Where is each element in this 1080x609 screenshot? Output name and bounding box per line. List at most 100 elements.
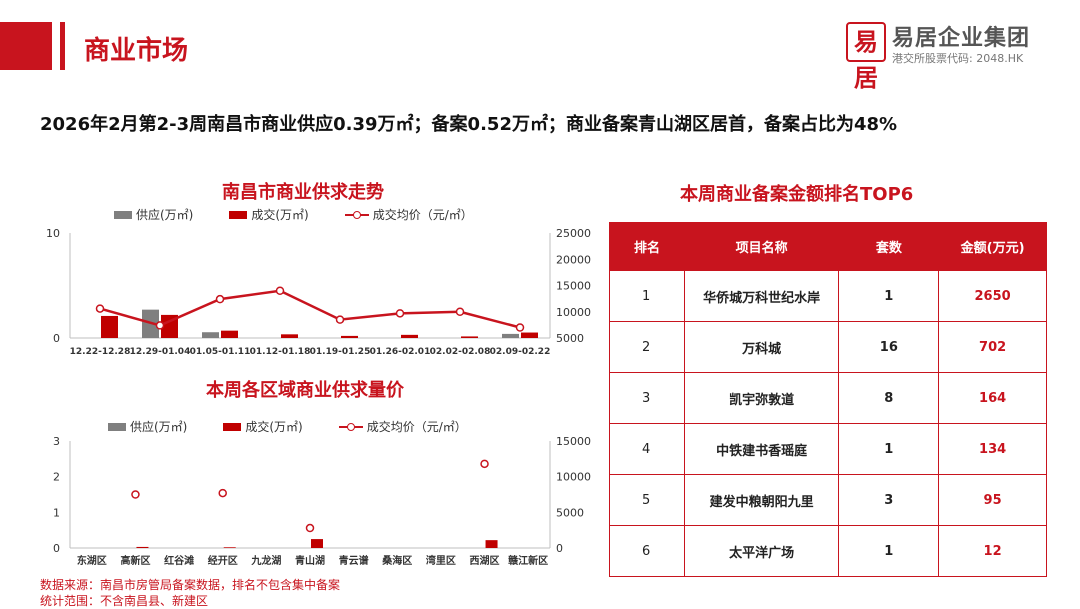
legend-deal: 成交(万㎡) (229, 206, 309, 223)
column-header-project: 项目名称 (683, 222, 840, 271)
data-scope-note: 统计范围：不含南昌县、新建区 (40, 594, 209, 608)
trend-chart-legend: 供应(万㎡) 成交(万㎡) 成交均价（元/㎡） (114, 206, 509, 223)
y-tick-label: 1 (53, 506, 60, 519)
y2-tick-label: 20000 (556, 253, 591, 266)
deal-bar (485, 540, 498, 548)
legend-price-label: 成交均价（元/㎡） (372, 208, 473, 222)
legend-price-label: 成交均价（元/㎡） (366, 420, 467, 434)
x-tick-label: 12.22-12.28 (70, 347, 131, 357)
x-tick-label: 红谷滩 (164, 554, 194, 567)
price-point (275, 286, 285, 295)
y2-tick-label: 0 (556, 542, 563, 555)
project-cell: 建发中粮朝阳九里 (683, 474, 840, 526)
deal-bar (521, 332, 538, 338)
units-cell: 16 (838, 321, 940, 373)
project-cell: 万科城 (683, 321, 840, 373)
table-row: 3 凯宇弥敦道 8 164 (609, 372, 1047, 424)
x-tick-label: 经开区 (208, 554, 238, 567)
deal-bar (101, 315, 118, 338)
logo-stock-code: 港交所股票代码: 2048.HK (892, 52, 1024, 65)
y-tick-label: 2 (53, 471, 60, 484)
x-tick-label: 桑海区 (381, 554, 412, 567)
x-tick-label: 青云谱 (339, 554, 369, 567)
y-tick-label: 0 (53, 332, 60, 345)
amount-cell: 164 (938, 372, 1047, 424)
legend-supply-label: 供应(万㎡) (130, 420, 188, 434)
ranking-table: 排名 项目名称 套数 金额(万元) 1 华侨城万科世纪水岸 1 2650 2 万… (609, 222, 1047, 577)
x-tick-label: 九龙湖 (250, 554, 281, 567)
y2-tick-label: 5000 (556, 506, 584, 519)
ranking-title: 本周商业备案金额排名TOP6 (680, 184, 914, 205)
legend-deal-swatch (229, 210, 248, 219)
amount-cell: 134 (938, 423, 1047, 475)
legend-supply-swatch (108, 422, 126, 431)
supply-bar (202, 332, 219, 338)
y2-tick-label: 10000 (556, 306, 591, 319)
company-logo: 易居 易居企业集团 港交所股票代码: 2048.HK (846, 20, 1056, 92)
y2-tick-label: 25000 (556, 227, 591, 240)
legend-price-marker (338, 422, 363, 432)
x-tick-label: 12.29-01.04 (130, 347, 191, 357)
table-row: 4 中铁建书香瑶庭 1 134 (609, 423, 1047, 475)
x-tick-label: 东湖区 (77, 554, 107, 567)
data-source-note: 数据来源：南昌市房管局备案数据，排名不包含集中备案 (40, 578, 341, 592)
price-point (480, 459, 489, 469)
project-cell: 中铁建书香瑶庭 (683, 423, 840, 475)
legend-deal-label: 成交(万㎡) (245, 420, 303, 434)
y2-tick-label: 5000 (556, 332, 584, 345)
deal-bar (461, 336, 478, 338)
table-row: 6 太平洋广场 1 12 (609, 525, 1047, 577)
logo-name: 易居企业集团 (892, 26, 1031, 51)
table-row: 5 建发中粮朝阳九里 3 95 (609, 474, 1047, 526)
price-line (99, 289, 521, 329)
legend-supply-swatch (114, 210, 132, 219)
price-point (215, 294, 225, 304)
legend-price: 成交均价（元/㎡） (338, 418, 467, 435)
deal-bar (136, 546, 149, 548)
deal-bar (281, 334, 298, 338)
price-point (95, 304, 105, 313)
column-header-rank: 排名 (609, 222, 685, 271)
ranking-header-row: 排名 项目名称 套数 金额(万元) (609, 222, 1047, 271)
price-point (305, 523, 315, 533)
price-point (455, 307, 465, 316)
x-tick-label: 西湖区 (470, 554, 500, 567)
y2-tick-label: 15000 (556, 435, 591, 448)
rank-cell: 1 (609, 270, 685, 322)
y2-tick-label: 15000 (556, 280, 591, 293)
x-tick-label: 01.19-01.25 (310, 347, 371, 357)
rank-cell: 4 (609, 423, 685, 475)
x-tick-label: 高新区 (120, 554, 150, 567)
x-tick-label: 02.02-02.08 (430, 347, 491, 357)
y-tick-label: 10 (46, 227, 60, 240)
table-row: 2 万科城 16 702 (609, 321, 1047, 373)
price-point (395, 309, 405, 318)
units-cell: 8 (838, 372, 940, 424)
project-cell: 华侨城万科世纪水岸 (683, 270, 840, 322)
project-cell: 太平洋广场 (683, 525, 840, 577)
price-point (131, 490, 140, 499)
x-tick-label: 01.05-01.11 (190, 347, 251, 357)
legend-deal: 成交(万㎡) (223, 418, 303, 435)
amount-cell: 12 (938, 525, 1047, 577)
header-accent-bar (60, 22, 65, 70)
trend-chart-title: 南昌市商业供求走势 (222, 182, 384, 203)
price-point (218, 488, 227, 498)
amount-cell: 702 (938, 321, 1047, 373)
rank-cell: 2 (609, 321, 685, 373)
units-cell: 1 (838, 270, 940, 322)
column-header-units: 套数 (838, 222, 940, 271)
units-cell: 1 (838, 525, 940, 577)
district-chart-legend: 供应(万㎡) 成交(万㎡) 成交均价（元/㎡） (108, 418, 503, 435)
rank-cell: 5 (609, 474, 685, 526)
units-cell: 1 (838, 423, 940, 475)
deal-bar (401, 334, 418, 338)
x-tick-label: 湾里区 (426, 554, 456, 567)
x-tick-label: 02.09-02.22 (490, 347, 551, 357)
price-point (515, 323, 525, 332)
legend-price: 成交均价（元/㎡） (344, 206, 473, 223)
trend-chart: 0 10 5000 10000 15000 20000 25000 12.22-12.28 12… (46, 227, 591, 357)
legend-price-marker (344, 210, 369, 220)
x-tick-label: 青山湖 (295, 554, 325, 567)
supply-bar (502, 333, 519, 338)
